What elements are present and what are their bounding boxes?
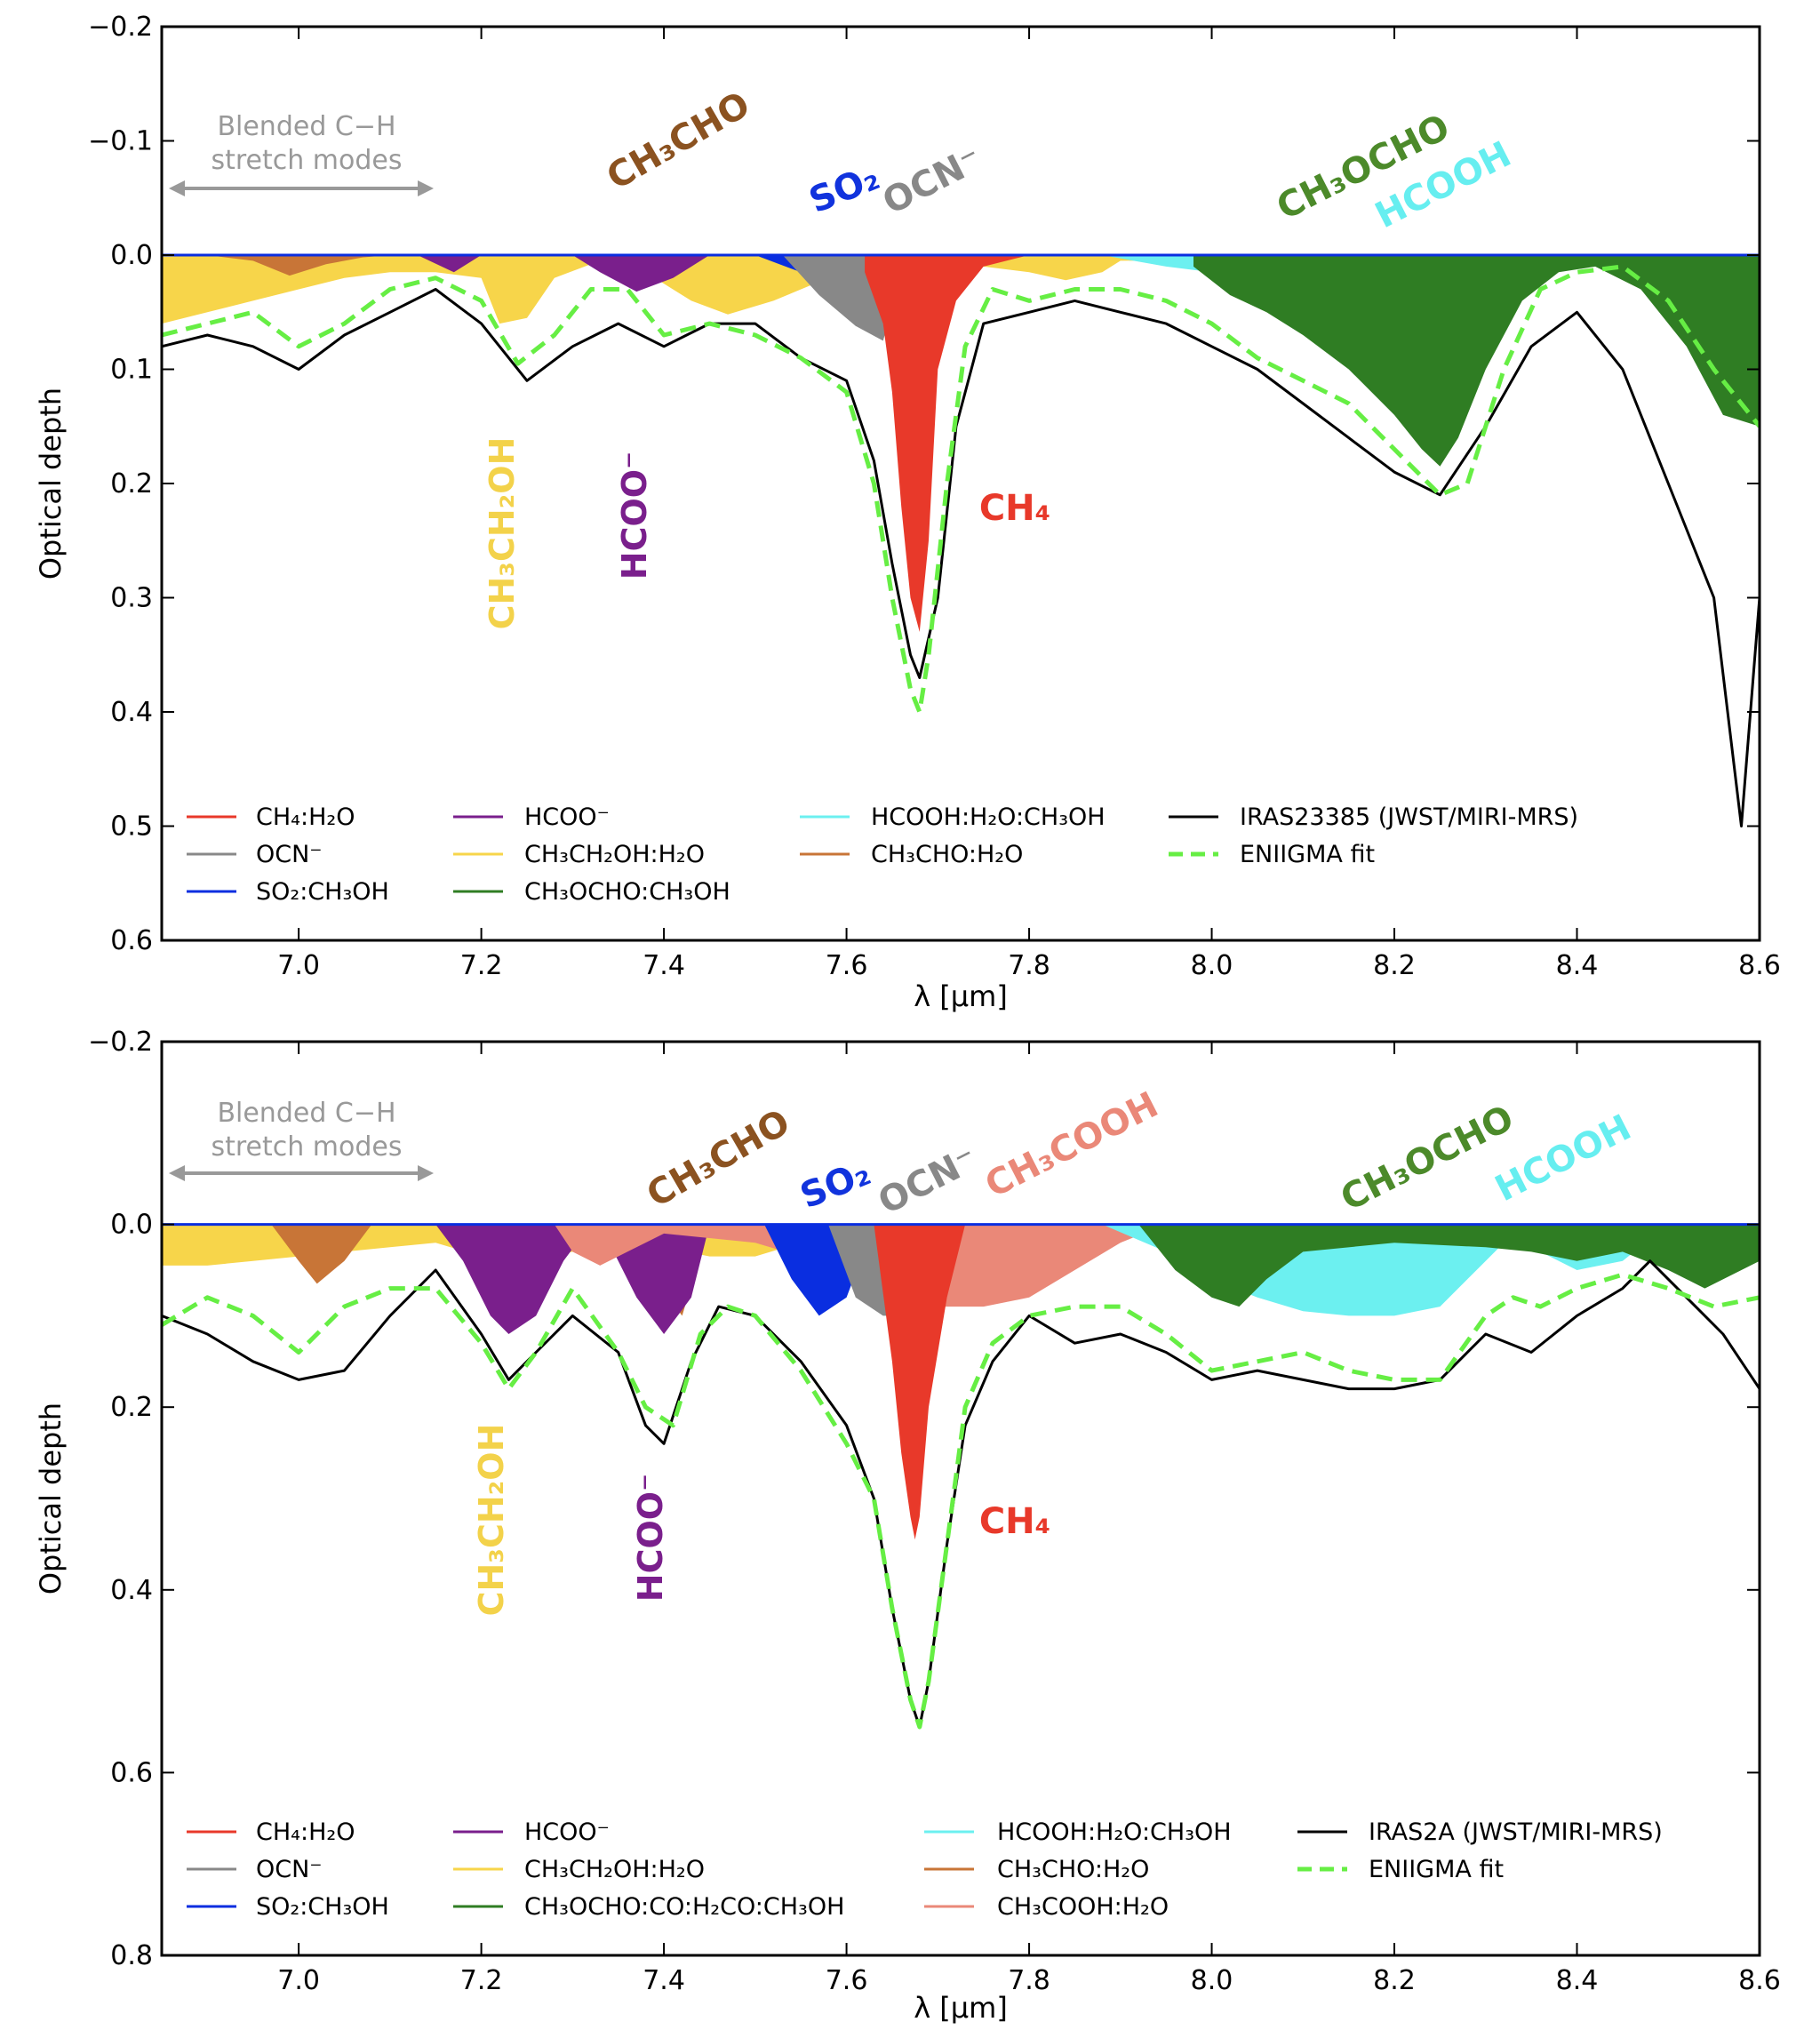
y-tick-label: −0.2	[88, 12, 153, 43]
annotation-hcoo: HCOO⁻	[631, 1474, 670, 1602]
y-tick-label: 0.0	[110, 240, 153, 271]
annotation-stretch-modes: stretch modes	[211, 145, 402, 176]
area-ch4-h2o	[865, 255, 1030, 632]
area-ch3ch2oh-h2o	[162, 255, 1760, 324]
annotation-stretch-modes: stretch modes	[211, 1131, 402, 1163]
y-tick-label: 0.0	[110, 1210, 153, 1241]
y-tick-label: 0.2	[110, 1392, 153, 1423]
x-tick-label: 8.6	[1738, 950, 1781, 981]
legend-label-ch3ch2oh-h2o: CH₃CH₂OH:H₂O	[524, 841, 705, 868]
x-tick-label: 7.4	[643, 1965, 685, 1996]
legend-label-so2-ch3oh: SO₂:CH₃OH	[256, 878, 389, 906]
legend-label-hcooh-h2o-ch3oh: HCOOH:H₂O:CH₃OH	[871, 803, 1106, 831]
area-ch3ocho-ch3oh	[1193, 255, 1760, 467]
x-tick-label: 8.4	[1556, 1965, 1599, 1996]
legend-label-ch3ocho-co-h2co-ch3oh: CH₃OCHO:CO:H₂CO:CH₃OH	[524, 1893, 844, 1921]
legend-label-ocn: OCN⁻	[256, 841, 323, 868]
x-tick-label: 8.2	[1373, 950, 1416, 981]
annotation-hcoo: HCOO⁻	[615, 452, 654, 579]
y-tick-label: −0.1	[88, 126, 153, 157]
x-tick-label: 7.2	[460, 1965, 503, 1996]
legend-label-ch4-h2o: CH₄:H₂O	[256, 1818, 355, 1846]
plot-frame	[160, 1040, 1761, 1957]
area-hcoo	[417, 255, 710, 292]
x-tick-label: 8.2	[1373, 1965, 1416, 1996]
legend-label-eniigma-fit: ENIIGMA fit	[1369, 1856, 1504, 1883]
line-eniigma-fit	[162, 264, 1760, 715]
x-tick-label: 7.0	[277, 1965, 320, 1996]
area-ch3cho-h2o	[207, 255, 701, 284]
legend-label-iras2a-jwst-miri-mrs: IRAS2A (JWST/MIRI-MRS)	[1369, 1818, 1663, 1846]
legend-label-ch3ocho-ch3oh: CH₃OCHO:CH₃OH	[524, 878, 730, 906]
y-tick-label: 0.3	[110, 583, 153, 614]
area-ch3ocho-co-h2co-ch3oh	[1138, 1224, 1760, 1307]
y-axis-label: Optical depth	[34, 388, 68, 579]
y-tick-label: 0.2	[110, 468, 153, 500]
y-tick-label: −0.2	[88, 1027, 153, 1058]
legend-label-ch3cho-h2o: CH₃CHO:H₂O	[871, 841, 1023, 868]
x-tick-label: 7.8	[1008, 1965, 1050, 1996]
legend-label-ocn: OCN⁻	[256, 1856, 323, 1883]
legend-label-iras23385-jwst-miri-mrs: IRAS23385 (JWST/MIRI-MRS)	[1240, 803, 1578, 831]
x-tick-label: 8.4	[1556, 950, 1599, 981]
plot-area	[162, 253, 1760, 827]
x-tick-label: 7.6	[826, 1965, 868, 1996]
y-tick-label: 0.4	[110, 1575, 153, 1606]
legend-label-so2-ch3oh: SO₂:CH₃OH	[256, 1893, 389, 1921]
x-tick-label: 7.8	[1008, 950, 1050, 981]
blended-ch-arrow	[169, 180, 434, 196]
y-tick-label: 0.6	[110, 925, 153, 956]
x-tick-label: 8.0	[1191, 950, 1233, 981]
y-tick-label: 0.4	[110, 697, 153, 728]
legend-label-ch3cho-h2o: CH₃CHO:H₂O	[997, 1856, 1149, 1883]
x-tick-label: 7.4	[643, 950, 685, 981]
y-tick-label: 0.5	[110, 811, 153, 843]
y-tick-label: 0.1	[110, 355, 153, 386]
x-axis-label: λ [μm]	[914, 1991, 1008, 2025]
annotation-blended-c-h: Blended C−H	[217, 111, 395, 142]
annotation-blended-c-h: Blended C−H	[217, 1098, 395, 1129]
plot-area	[162, 1223, 1760, 1730]
area-ch4-h2o	[874, 1224, 966, 1540]
area-hcoo	[435, 1224, 710, 1334]
annotation-ch4: CH₄	[979, 488, 1050, 529]
legend-label-eniigma-fit: ENIIGMA fit	[1240, 841, 1375, 868]
legend-label-hcooh-h2o-ch3oh: HCOOH:H₂O:CH₃OH	[997, 1818, 1232, 1846]
annotation-ch3ch2oh: CH₃CH₂OH	[472, 1424, 511, 1617]
blended-ch-arrow	[169, 1165, 434, 1181]
y-axis-label: Optical depth	[34, 1403, 68, 1594]
x-tick-label: 7.0	[277, 950, 320, 981]
line-eniigma-fit	[162, 1272, 1760, 1730]
annotation-ch4: CH₄	[979, 1501, 1050, 1542]
legend-label-hcoo: HCOO⁻	[524, 803, 610, 831]
legend-label-ch3ch2oh-h2o: CH₃CH₂OH:H₂O	[524, 1856, 705, 1883]
line-iras23385-jwst-miri-mrs	[162, 288, 1760, 827]
y-tick-label: 0.8	[110, 1940, 153, 1971]
annotation-ch3ch2oh: CH₃CH₂OH	[483, 437, 522, 630]
y-tick-label: 0.6	[110, 1757, 153, 1788]
legend-label-ch4-h2o: CH₄:H₂O	[256, 803, 355, 831]
x-tick-label: 7.2	[460, 950, 503, 981]
legend-label-ch3cooh-h2o: CH₃COOH:H₂O	[997, 1893, 1169, 1921]
x-axis-label: λ [μm]	[914, 979, 1008, 1013]
legend-label-hcoo: HCOO⁻	[524, 1818, 610, 1846]
x-tick-label: 7.6	[826, 950, 868, 981]
x-tick-label: 8.6	[1738, 1965, 1781, 1996]
x-tick-label: 8.0	[1191, 1965, 1233, 1996]
